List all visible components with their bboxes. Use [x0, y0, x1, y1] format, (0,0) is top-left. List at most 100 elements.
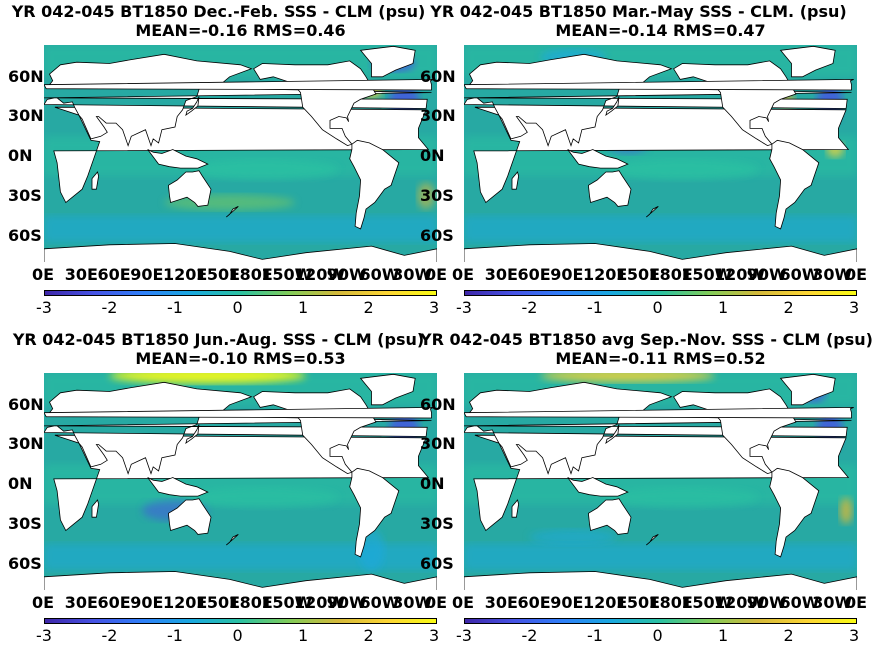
anomaly-patch	[540, 373, 716, 383]
land-greenland	[779, 45, 836, 78]
x-tick-label: 120W	[714, 593, 766, 612]
land-antarctica	[44, 243, 437, 262]
land-japan	[605, 424, 620, 445]
colorbar-tick-label: -1	[167, 626, 183, 645]
x-tick-label: 30W	[392, 265, 433, 284]
y-tick-label: 30N	[420, 106, 456, 126]
x-tick-label: 30E	[64, 593, 98, 612]
land-australia	[167, 170, 212, 207]
anomaly-band	[44, 215, 437, 243]
y-tick-label: 0N	[420, 146, 445, 166]
panel-stats: MEAN=-0.14 RMS=0.47	[555, 21, 766, 40]
x-tick-label: 0E	[425, 265, 448, 284]
colorbar-tick-label: -3	[36, 298, 52, 317]
map-canvas	[44, 373, 437, 590]
x-tick-label: 30W	[392, 593, 433, 612]
land-samerica	[349, 139, 400, 230]
anomaly-patch	[605, 158, 759, 180]
x-tick-label: 120E	[583, 593, 628, 612]
colorbar-tick-label: 3	[429, 626, 440, 645]
y-tick-label: 30S	[8, 513, 42, 533]
x-tick-label: 0E	[845, 593, 868, 612]
x-tick-label: 0E	[845, 265, 868, 284]
colorbar-tick-label: 3	[849, 626, 860, 645]
x-tick-label: 120E	[163, 593, 208, 612]
land-madagascar	[91, 171, 100, 190]
x-tick-label: 60E	[517, 265, 551, 284]
x-tick-label: 90E	[550, 265, 584, 284]
x-tick-label: 60W	[779, 593, 820, 612]
colorbar-tick-label: 1	[718, 626, 729, 645]
land-indonesia	[567, 477, 629, 497]
land-nz	[646, 534, 659, 546]
x-tick-label: 0E	[452, 265, 475, 284]
land-madagascar	[91, 499, 100, 518]
colorbar-tick-label: 1	[298, 298, 309, 317]
anomaly-band	[464, 215, 857, 243]
land-japan	[605, 96, 620, 117]
colorbar-tick-label: -3	[36, 626, 52, 645]
x-tick-label: 0E	[425, 593, 448, 612]
colorbar-tick-label: -2	[521, 626, 538, 645]
map-canvas	[464, 45, 857, 262]
map-panel: YR 042-045 BT1850 Mar.-May SSS - CLM. (p…	[420, 0, 867, 328]
x-tick-label: 30W	[812, 265, 853, 284]
x-tick-label: 60E	[517, 593, 551, 612]
y-tick-label: 60N	[420, 394, 456, 414]
x-tick-label: 0E	[32, 265, 55, 284]
colorbar-tick-label: -1	[167, 298, 183, 317]
land-antarctica	[464, 243, 857, 262]
y-tick-label: 30N	[8, 106, 44, 126]
x-tick-label: 150W	[261, 265, 313, 284]
land-eurasia	[44, 381, 432, 475]
colorbar-tick-label: -2	[521, 298, 538, 317]
x-tick-label: 120W	[294, 265, 346, 284]
x-tick-label: 150E	[615, 593, 661, 612]
land-indonesia	[147, 477, 209, 497]
colorbar	[44, 618, 437, 624]
panel-stats: MEAN=-0.10 RMS=0.53	[135, 349, 346, 368]
land-greenland	[359, 45, 416, 78]
x-tick-label: 180E	[648, 593, 693, 612]
x-tick-label: 90W	[326, 265, 367, 284]
land-samerica	[769, 139, 820, 230]
x-tick-label: 30E	[64, 265, 98, 284]
y-tick-label: 0N	[8, 474, 33, 494]
panel-title: YR 042-045 BT1850 Dec.-Feb. SSS - CLM (p…	[11, 2, 426, 21]
x-tick-label: 120E	[583, 265, 628, 284]
x-tick-label: 30E	[484, 265, 518, 284]
land-indonesia	[567, 149, 629, 169]
x-tick-label: 90E	[550, 593, 584, 612]
anomaly-band	[464, 543, 857, 571]
panel-stats: MEAN=-0.16 RMS=0.46	[135, 21, 346, 40]
land-uk	[44, 407, 434, 419]
colorbar-tick-label: -3	[456, 626, 472, 645]
colorbar-tick-label: 2	[363, 626, 374, 645]
map-panel: YR 042-045 BT1850 Jun.-Aug. SSS - CLM (p…	[0, 328, 447, 656]
colorbar-tick-label: 0	[652, 298, 663, 317]
x-tick-label: 60W	[359, 593, 400, 612]
x-tick-label: 180E	[228, 593, 273, 612]
y-tick-label: 60S	[8, 553, 42, 573]
anomaly-patch	[109, 373, 306, 384]
colorbar-tick-label: 1	[298, 626, 309, 645]
x-tick-label: 90W	[746, 265, 787, 284]
y-tick-label: 0N	[8, 146, 33, 166]
x-tick-label: 60E	[97, 593, 131, 612]
x-tick-label: 30W	[812, 593, 853, 612]
colorbar-tick-label: -2	[101, 298, 118, 317]
land-antarctica	[464, 571, 857, 590]
map-canvas	[464, 373, 857, 590]
land-samerica	[769, 467, 820, 558]
anomaly-patch	[417, 182, 435, 210]
x-tick-label: 120W	[714, 265, 766, 284]
y-tick-label: 30N	[420, 434, 456, 454]
x-tick-label: 150W	[681, 265, 733, 284]
panel-title: YR 042-045 BT1850 Jun.-Aug. SSS - CLM (p…	[12, 330, 425, 349]
x-tick-label: 60E	[97, 265, 131, 284]
anomaly-patch	[605, 486, 759, 508]
land-australia	[167, 498, 212, 535]
panel-title: YR 042-045 BT1850 Mar.-May SSS - CLM. (p…	[430, 2, 847, 21]
x-tick-label: 180E	[228, 265, 273, 284]
sss-anomaly-map	[44, 373, 437, 590]
